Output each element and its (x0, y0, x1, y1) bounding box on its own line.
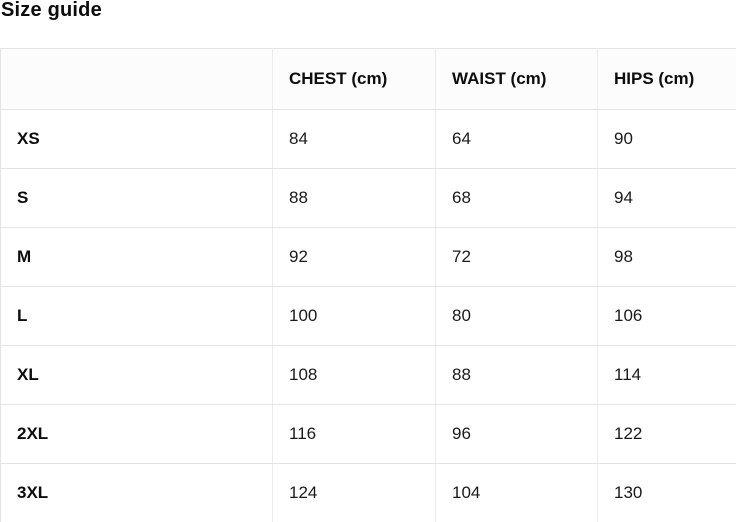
waist-value: 88 (435, 345, 598, 405)
size-label: XL (0, 345, 273, 405)
size-label: L (0, 286, 273, 346)
size-label: M (0, 227, 273, 287)
column-header-corner (0, 48, 273, 110)
hips-value: 98 (597, 227, 736, 287)
size-label: 2XL (0, 404, 273, 464)
hips-value: 90 (597, 109, 736, 169)
table-header-row: CHEST (cm) WAIST (cm) HIPS (cm) (0, 48, 736, 110)
hips-value: 94 (597, 168, 736, 228)
waist-value: 80 (435, 286, 598, 346)
chest-value: 108 (272, 345, 436, 405)
size-label: 3XL (0, 463, 273, 522)
table-row-xs: XS 84 64 90 (0, 109, 736, 169)
chest-value: 100 (272, 286, 436, 346)
waist-value: 96 (435, 404, 598, 464)
column-header-chest: CHEST (cm) (272, 48, 436, 110)
waist-value: 68 (435, 168, 598, 228)
chest-value: 116 (272, 404, 436, 464)
table-row-m: M 92 72 98 (0, 227, 736, 287)
size-label: S (0, 168, 273, 228)
page-title: Size guide (1, 0, 102, 21)
waist-value: 72 (435, 227, 598, 287)
table-row-xl: XL 108 88 114 (0, 345, 736, 405)
hips-value: 114 (597, 345, 736, 405)
table-row-s: S 88 68 94 (0, 168, 736, 228)
table-row-2xl: 2XL 116 96 122 (0, 404, 736, 464)
chest-value: 124 (272, 463, 436, 522)
hips-value: 122 (597, 404, 736, 464)
chest-value: 92 (272, 227, 436, 287)
hips-value: 106 (597, 286, 736, 346)
chest-value: 84 (272, 109, 436, 169)
chest-value: 88 (272, 168, 436, 228)
table-row-3xl: 3XL 124 104 130 (0, 463, 736, 522)
table-row-l: L 100 80 106 (0, 286, 736, 346)
hips-value: 130 (597, 463, 736, 522)
column-header-hips: HIPS (cm) (597, 48, 736, 110)
size-guide-table: CHEST (cm) WAIST (cm) HIPS (cm) XS 84 64… (0, 48, 736, 522)
waist-value: 64 (435, 109, 598, 169)
size-label: XS (0, 109, 273, 169)
column-header-waist: WAIST (cm) (435, 48, 598, 110)
waist-value: 104 (435, 463, 598, 522)
